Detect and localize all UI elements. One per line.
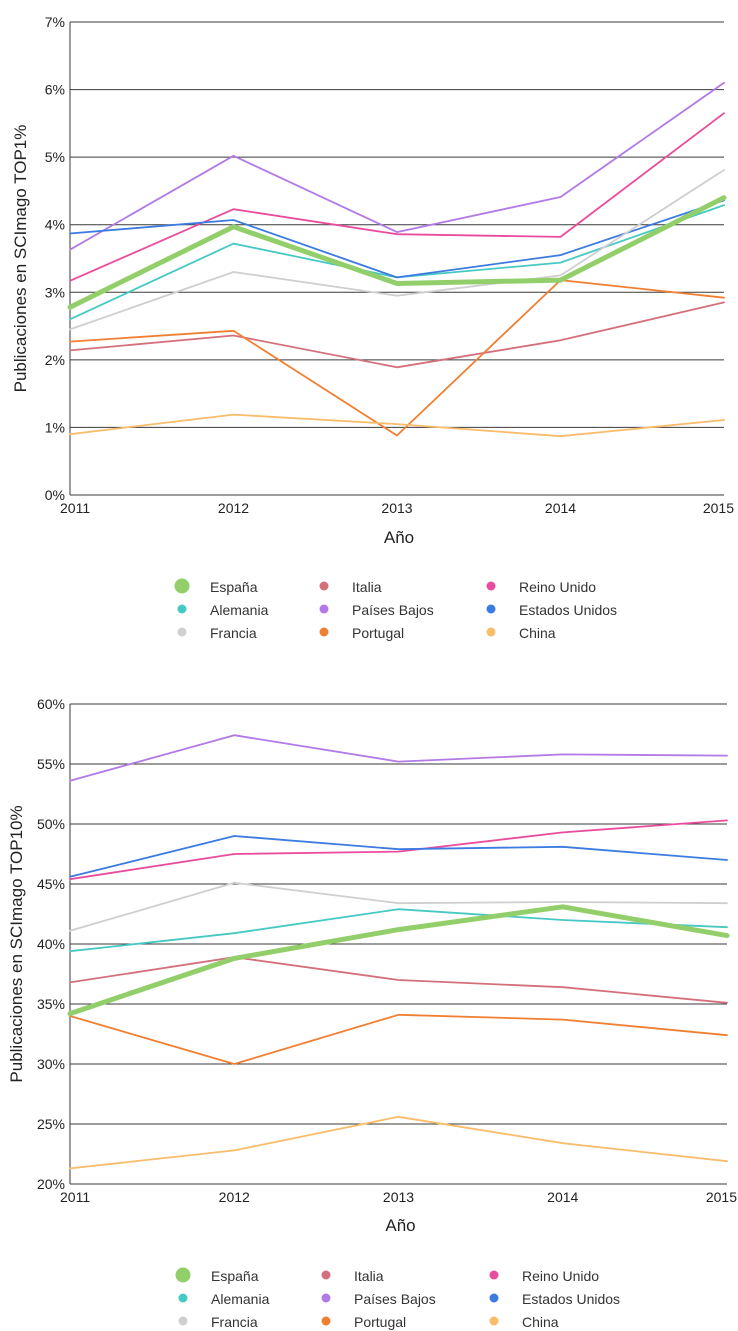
legend-marker-reino-unido xyxy=(486,581,496,591)
legend-label-italia: Italia xyxy=(352,579,382,595)
legend-marker-portugal xyxy=(321,1316,331,1326)
y-tick-label: 50% xyxy=(37,816,65,832)
x-tick-label: 2011 xyxy=(60,1189,90,1205)
x-tick-label: 2015 xyxy=(706,1189,737,1205)
legend-marker-francia xyxy=(177,627,187,637)
legend-label-francia: Francia xyxy=(211,1314,258,1330)
y-tick-label: 4% xyxy=(45,217,65,233)
x-tick-label: 2012 xyxy=(218,500,249,516)
legend-label-portugal: Portugal xyxy=(352,625,404,641)
series-line-reino-unido xyxy=(69,112,725,282)
y-tick-label: 55% xyxy=(37,756,65,772)
y-tick-label: 35% xyxy=(37,996,65,1012)
legend-label-portugal: Portugal xyxy=(354,1314,406,1330)
legend-label-italia: Italia xyxy=(354,1268,384,1284)
legend-label-china: China xyxy=(522,1314,559,1330)
series-line-espana xyxy=(67,195,727,310)
series-line-francia xyxy=(69,881,728,932)
legend-label-alemania: Alemania xyxy=(211,1291,270,1307)
x-tick-label: 2013 xyxy=(383,1189,414,1205)
legend-label-paises-bajos: Países Bajos xyxy=(352,602,434,618)
y-tick-label: 5% xyxy=(45,149,65,165)
y-tick-label: 40% xyxy=(37,936,65,952)
legend-label-reino-unido: Reino Unido xyxy=(522,1268,599,1284)
y-tick-label: 2% xyxy=(45,352,65,368)
legend-label-paises-bajos: Países Bajos xyxy=(354,1291,436,1307)
y-tick-label: 3% xyxy=(45,284,65,300)
y-tick-label: 20% xyxy=(37,1176,65,1192)
series-line-paises-bajos xyxy=(69,81,725,251)
y-tick-label: 7% xyxy=(45,14,65,30)
series-line-alemania xyxy=(69,908,728,953)
series-line-portugal xyxy=(69,1013,728,1065)
y-tick-label: 1% xyxy=(45,419,65,435)
series-line-estados-unidos xyxy=(69,835,728,878)
series-line-portugal xyxy=(69,279,725,437)
y-axis-title: Publicaciones en SCImago TOP1% xyxy=(11,125,30,393)
y-tick-label: 45% xyxy=(37,876,65,892)
y-tick-label: 25% xyxy=(37,1116,65,1132)
x-tick-label: 2012 xyxy=(219,1189,250,1205)
legend-label-estados-unidos: Estados Unidos xyxy=(522,1291,620,1307)
legend-marker-paises-bajos xyxy=(319,604,329,614)
series-line-italia xyxy=(69,956,728,1004)
series-line-paises-bajos xyxy=(69,734,728,782)
legend-marker-portugal xyxy=(319,627,329,637)
legend-marker-china xyxy=(486,627,496,637)
legend-label-espana: España xyxy=(210,579,258,595)
x-axis-title: Año xyxy=(385,1216,415,1235)
y-tick-label: 60% xyxy=(37,696,65,712)
legend-marker-alemania xyxy=(178,1293,188,1303)
y-tick-label: 30% xyxy=(37,1056,65,1072)
legend-marker-italia xyxy=(321,1270,331,1280)
legend-marker-alemania xyxy=(177,604,187,614)
x-tick-label: 2013 xyxy=(381,500,412,516)
legend-marker-francia xyxy=(178,1316,188,1326)
legend-marker-espana xyxy=(175,1267,191,1283)
chart-1: 0% 1% 2% 3% 4% 5% 6% 7% 2011 2012 2013 2014 2015 Año P… xyxy=(11,14,734,641)
chart-2: 20% 25% 30% 35% 40% 45% 50% 55% 60% 2011 2012 2013 2… xyxy=(7,696,737,1330)
legend-marker-espana xyxy=(174,578,190,594)
series-line-china xyxy=(69,413,725,438)
x-tick-label: 2014 xyxy=(547,1189,578,1205)
x-tick-label: 2015 xyxy=(703,500,734,516)
legend-label-alemania: Alemania xyxy=(210,602,269,618)
x-tick-label: 2011 xyxy=(60,500,90,516)
series-line-china xyxy=(69,1115,728,1170)
series-line-alemania xyxy=(69,204,725,321)
legend-label-francia: Francia xyxy=(210,625,257,641)
legend-marker-estados-unidos xyxy=(489,1293,499,1303)
series-line-francia xyxy=(69,169,725,331)
legend-marker-paises-bajos xyxy=(321,1293,331,1303)
legend-marker-reino-unido xyxy=(489,1270,499,1280)
legend-label-reino-unido: Reino Unido xyxy=(519,579,596,595)
series-line-reino-unido xyxy=(69,819,728,881)
y-tick-label: 0% xyxy=(45,487,65,503)
y-tick-label: 6% xyxy=(45,82,65,98)
series-line-italia xyxy=(69,301,725,369)
legend-marker-estados-unidos xyxy=(486,604,496,614)
x-tick-label: 2014 xyxy=(545,500,576,516)
legend-marker-italia xyxy=(319,581,329,591)
legend-label-china: China xyxy=(519,625,556,641)
y-axis-title: Publicaciones en SCImago TOP10% xyxy=(7,805,26,1082)
series-line-espana xyxy=(67,904,730,1017)
legend-label-estados-unidos: Estados Unidos xyxy=(519,602,617,618)
x-axis-title: Año xyxy=(384,528,414,547)
series-line-estados-unidos xyxy=(69,199,725,279)
legend-label-espana: España xyxy=(211,1268,259,1284)
legend-marker-china xyxy=(489,1316,499,1326)
